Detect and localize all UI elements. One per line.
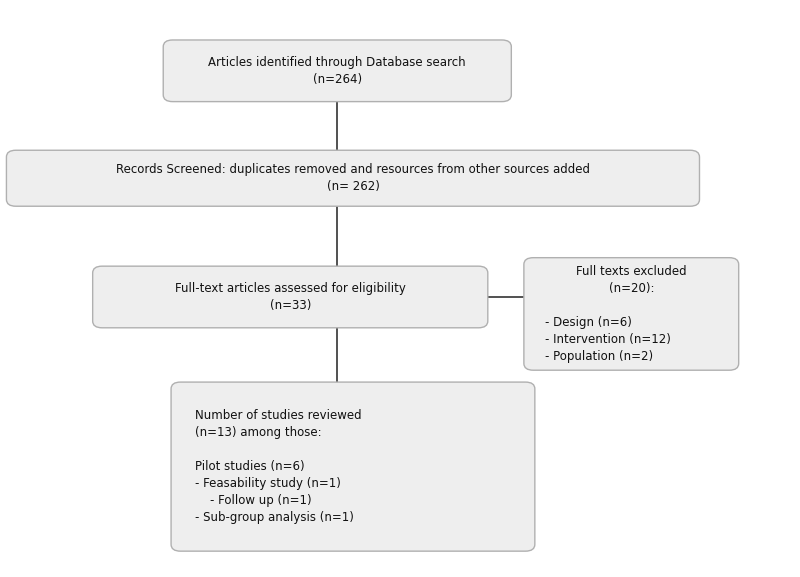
Text: Full texts excluded: Full texts excluded <box>576 265 686 278</box>
Text: (n= 262): (n= 262) <box>326 180 379 193</box>
Text: (n=13) among those:: (n=13) among those: <box>194 426 322 439</box>
Text: Full-text articles assessed for eligibility: Full-text articles assessed for eligibil… <box>175 282 406 295</box>
Text: (n=20):: (n=20): <box>609 282 654 295</box>
FancyBboxPatch shape <box>171 382 535 551</box>
Text: Records Screened: duplicates removed and resources from other sources added: Records Screened: duplicates removed and… <box>116 163 590 176</box>
Text: (n=33): (n=33) <box>270 299 311 312</box>
Text: - Sub-group analysis (n=1): - Sub-group analysis (n=1) <box>194 511 354 524</box>
Text: - Follow up (n=1): - Follow up (n=1) <box>194 494 311 507</box>
FancyBboxPatch shape <box>163 40 511 102</box>
Text: - Population (n=2): - Population (n=2) <box>545 350 653 363</box>
Text: (n=264): (n=264) <box>313 73 362 86</box>
Text: - Intervention (n=12): - Intervention (n=12) <box>545 333 671 346</box>
FancyBboxPatch shape <box>93 266 488 328</box>
FancyBboxPatch shape <box>524 258 738 370</box>
Text: - Design (n=6): - Design (n=6) <box>545 316 632 329</box>
Text: Articles identified through Database search: Articles identified through Database sea… <box>209 56 466 69</box>
Text: Number of studies reviewed: Number of studies reviewed <box>194 409 362 422</box>
FancyBboxPatch shape <box>6 150 699 206</box>
Text: Pilot studies (n=6): Pilot studies (n=6) <box>194 460 304 473</box>
Text: - Feasability study (n=1): - Feasability study (n=1) <box>194 477 341 490</box>
